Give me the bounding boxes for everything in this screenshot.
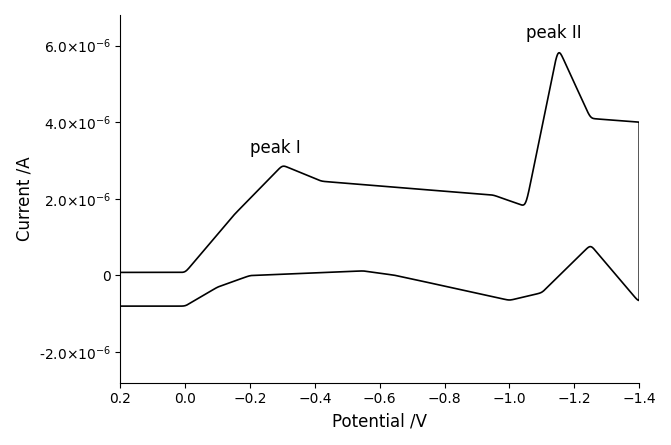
Y-axis label: Current /A: Current /A — [15, 157, 33, 241]
Text: peak I: peak I — [250, 139, 301, 157]
X-axis label: Potential /V: Potential /V — [332, 412, 427, 430]
Text: peak II: peak II — [525, 24, 581, 42]
